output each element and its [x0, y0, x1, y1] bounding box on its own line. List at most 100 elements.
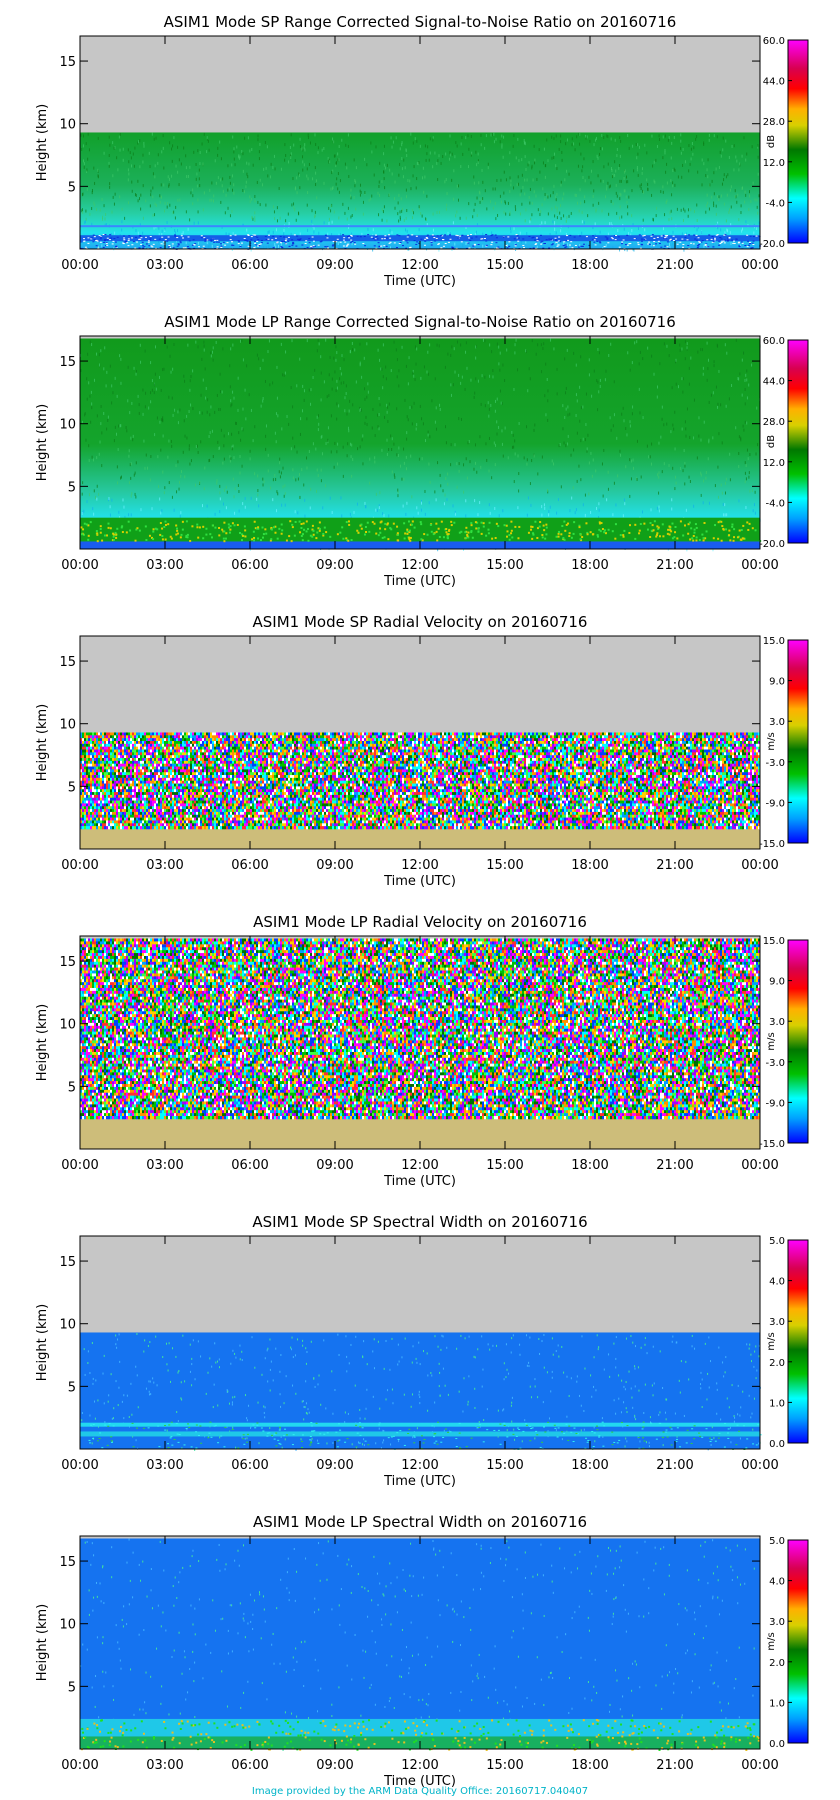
x-tick-label: 12:00 [401, 558, 438, 573]
chart-panel: ASIM1 Mode LP Range Corrected Signal-to-… [35, 313, 808, 589]
x-tick-label: 03:00 [146, 558, 183, 573]
x-tick-label: 00:00 [61, 1758, 98, 1773]
chart-panel: ASIM1 Mode SP Spectral Width on 20160716… [35, 1213, 808, 1489]
heatmap-area [80, 1236, 762, 1451]
x-tick-label: 21:00 [656, 1158, 693, 1173]
x-tick-label: 15:00 [486, 1458, 523, 1473]
x-tick-label: 00:00 [741, 1158, 778, 1173]
y-tick-label: 15 [59, 1255, 76, 1270]
x-tick-label: 12:00 [401, 1458, 438, 1473]
heatmap-area [80, 636, 760, 849]
chart-panel: ASIM1 Mode LP Radial Velocity on 2016071… [35, 913, 808, 1189]
chart-title: ASIM1 Mode LP Radial Velocity on 2016071… [253, 913, 587, 931]
colorbar [788, 940, 808, 1143]
colorbar-tick-label: 0.0 [769, 1439, 785, 1450]
y-axis-label: Height (km) [35, 1004, 50, 1081]
colorbar-tick-label: 15.0 [763, 936, 785, 947]
y-tick-label: 15 [59, 655, 76, 670]
y-axis-label: Height (km) [35, 1304, 50, 1381]
colorbar [788, 1240, 808, 1443]
colorbar-tick-label: 60.0 [763, 36, 785, 47]
colorbar-tick-label: -15.0 [759, 839, 785, 850]
y-tick-label: 10 [59, 1618, 76, 1633]
colorbar-unit-label: dB [766, 135, 777, 148]
x-tick-label: 15:00 [486, 858, 523, 873]
colorbar-tick-label: -15.0 [759, 1139, 785, 1150]
y-tick-label: 5 [68, 1380, 76, 1395]
x-tick-label: 03:00 [146, 858, 183, 873]
chart-title: ASIM1 Mode SP Spectral Width on 20160716 [252, 1213, 587, 1231]
chart-title: ASIM1 Mode LP Range Corrected Signal-to-… [164, 313, 676, 331]
x-tick-label: 21:00 [656, 258, 693, 273]
colorbar-tick-label: -4.0 [765, 198, 785, 209]
x-tick-label: 00:00 [741, 1458, 778, 1473]
heatmap-area [80, 936, 760, 1149]
y-tick-label: 15 [59, 55, 76, 70]
heatmap-area [80, 1536, 760, 1751]
colorbar-tick-label: -9.0 [765, 798, 785, 809]
x-tick-label: 18:00 [571, 1458, 608, 1473]
x-tick-label: 21:00 [656, 1758, 693, 1773]
colorbar-tick-label: 2.0 [769, 1358, 785, 1369]
chart-panel: ASIM1 Mode SP Range Corrected Signal-to-… [35, 13, 808, 289]
x-tick-label: 21:00 [656, 558, 693, 573]
colorbar-tick-label: 2.0 [769, 1658, 785, 1669]
colorbar-tick-label: 9.0 [769, 677, 785, 688]
colorbar-unit-label: m/s [766, 1032, 777, 1050]
colorbar-unit-label: m/s [766, 1632, 777, 1650]
colorbar-tick-label: 28.0 [763, 417, 785, 428]
heatmap-area [80, 336, 761, 551]
x-axis-label: Time (UTC) [383, 1474, 456, 1489]
y-tick-label: 10 [59, 1318, 76, 1333]
y-tick-label: 15 [59, 355, 76, 370]
x-tick-label: 18:00 [571, 258, 608, 273]
x-tick-label: 21:00 [656, 858, 693, 873]
colorbar-tick-label: 9.0 [769, 977, 785, 988]
chart-title: ASIM1 Mode SP Radial Velocity on 2016071… [253, 613, 588, 631]
y-tick-label: 15 [59, 955, 76, 970]
x-tick-label: 18:00 [571, 1758, 608, 1773]
x-tick-label: 09:00 [316, 1758, 353, 1773]
chart-title: ASIM1 Mode SP Range Corrected Signal-to-… [164, 13, 677, 31]
chart-panel: ASIM1 Mode SP Radial Velocity on 2016071… [35, 613, 808, 889]
x-tick-label: 00:00 [61, 1158, 98, 1173]
colorbar-tick-label: -3.0 [765, 1058, 785, 1069]
x-tick-label: 00:00 [741, 858, 778, 873]
colorbar [788, 340, 808, 543]
colorbar-tick-label: 44.0 [763, 77, 785, 88]
x-tick-label: 12:00 [401, 258, 438, 273]
colorbar [788, 640, 808, 843]
y-tick-label: 10 [59, 718, 76, 733]
x-tick-label: 06:00 [231, 558, 268, 573]
x-tick-label: 12:00 [401, 1758, 438, 1773]
x-tick-label: 21:00 [656, 1458, 693, 1473]
colorbar-tick-label: 15.0 [763, 636, 785, 647]
chart-title: ASIM1 Mode LP Spectral Width on 20160716 [253, 1513, 587, 1531]
x-tick-label: 00:00 [61, 1458, 98, 1473]
x-tick-label: 03:00 [146, 1758, 183, 1773]
x-tick-label: 18:00 [571, 1158, 608, 1173]
colorbar [788, 1540, 808, 1743]
x-tick-label: 15:00 [486, 1158, 523, 1173]
x-tick-label: 09:00 [316, 1158, 353, 1173]
x-tick-label: 00:00 [61, 558, 98, 573]
y-tick-label: 15 [59, 1555, 76, 1570]
x-tick-label: 00:00 [61, 258, 98, 273]
x-tick-label: 00:00 [61, 858, 98, 873]
colorbar-tick-label: 1.0 [769, 1398, 785, 1409]
y-tick-label: 5 [68, 180, 76, 195]
colorbar [788, 40, 808, 243]
colorbar-tick-label: -20.0 [759, 239, 785, 250]
x-tick-label: 00:00 [741, 558, 778, 573]
x-tick-label: 06:00 [231, 1458, 268, 1473]
colorbar-tick-label: 3.0 [769, 717, 785, 728]
velocity-noise [80, 939, 760, 1120]
x-tick-label: 15:00 [486, 258, 523, 273]
colorbar-tick-label: 60.0 [763, 336, 785, 347]
x-tick-label: 09:00 [316, 858, 353, 873]
colorbar-tick-label: 3.0 [769, 1317, 785, 1328]
colorbar-tick-label: 12.0 [763, 458, 785, 469]
footer-credit: Image provided by the ARM Data Quality O… [252, 1786, 588, 1797]
colorbar-tick-label: 28.0 [763, 117, 785, 128]
